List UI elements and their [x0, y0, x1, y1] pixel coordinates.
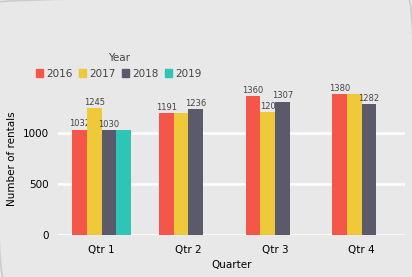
- Text: 1307: 1307: [272, 91, 293, 100]
- Legend: 2016, 2017, 2018, 2019: 2016, 2017, 2018, 2019: [36, 53, 202, 79]
- Text: 1032: 1032: [69, 119, 90, 128]
- Bar: [362, 104, 377, 235]
- Bar: [159, 113, 173, 235]
- Text: 1380: 1380: [329, 84, 350, 93]
- Text: 1030: 1030: [98, 120, 119, 129]
- Bar: [188, 109, 203, 235]
- Text: 1282: 1282: [358, 94, 379, 103]
- Bar: [102, 130, 117, 235]
- X-axis label: Quarter: Quarter: [211, 260, 252, 270]
- Text: 120: 120: [260, 102, 276, 111]
- Bar: [72, 130, 87, 235]
- Bar: [87, 108, 102, 235]
- Bar: [332, 94, 347, 235]
- Bar: [347, 94, 362, 235]
- Text: 1191: 1191: [156, 103, 177, 112]
- Text: 1236: 1236: [185, 99, 206, 107]
- Bar: [117, 130, 131, 235]
- Bar: [275, 102, 290, 235]
- Y-axis label: Number of rentals: Number of rentals: [7, 111, 17, 206]
- Text: 1245: 1245: [84, 98, 105, 107]
- Bar: [173, 113, 188, 235]
- Bar: [246, 96, 260, 235]
- Bar: [260, 112, 275, 235]
- Text: 1360: 1360: [242, 86, 264, 95]
